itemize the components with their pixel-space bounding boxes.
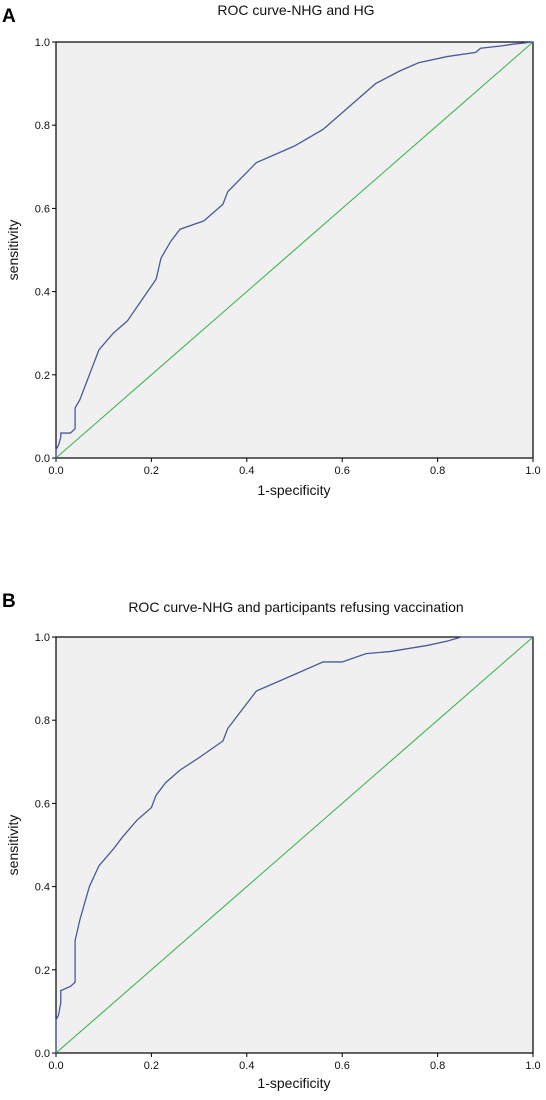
roc-chart-a: A ROC curve-NHG and HG 0.0 0.2 0.4 0.6 0.8 1.… <box>2 2 541 498</box>
x-tick-label: 1.0 <box>525 465 540 477</box>
y-axis-label-b: sensitivity <box>5 815 21 876</box>
y-axis-label-a: sensitivity <box>5 220 21 281</box>
axis-ticks-a: 0.0 0.2 0.4 0.6 0.8 1.0 0.0 0.2 0.4 0.6 0.8 1.0 <box>35 37 541 477</box>
x-tick-label: 0.0 <box>48 465 63 477</box>
x-tick-label: 0.6 <box>335 465 350 477</box>
y-tick-label: 0.0 <box>35 453 50 465</box>
chart-panel-a: A ROC curve-NHG and HG 0.0 0.2 0.4 0.6 0.8 1.… <box>0 0 546 500</box>
y-tick-label: 0.6 <box>35 203 50 215</box>
roc-chart-b: B ROC curve-NHG and participants refusin… <box>2 591 541 1091</box>
x-tick-label: 0.6 <box>335 1060 350 1072</box>
x-tick-label: 0.4 <box>239 1060 254 1072</box>
y-tick-label: 0.2 <box>35 370 50 382</box>
panel-label-a: A <box>2 6 16 27</box>
x-tick-label: 0.8 <box>430 1060 445 1072</box>
roc-curve-line <box>55 41 534 458</box>
chart-title-b: ROC curve-NHG and participants refusing … <box>128 599 463 615</box>
y-tick-label: 1.0 <box>35 632 50 644</box>
y-tick-label: 0.0 <box>35 1048 50 1060</box>
axis-ticks-b: 0.0 0.2 0.4 0.6 0.8 1.0 0.0 0.2 0.4 0.6 0.8 1.0 <box>35 632 541 1072</box>
roc-curve-line <box>55 636 533 1053</box>
panel-label-b: B <box>2 591 16 612</box>
x-tick-label: 0.0 <box>48 1060 63 1072</box>
y-tick-label: 0.2 <box>35 965 50 977</box>
y-tick-label: 0.8 <box>35 120 50 132</box>
y-tick-label: 0.4 <box>35 882 50 894</box>
chart-panel-b: B ROC curve-NHG and participants refusin… <box>0 585 546 1091</box>
plot-lines-a <box>55 41 534 459</box>
x-tick-label: 0.2 <box>144 465 159 477</box>
x-tick-label: 0.4 <box>239 465 254 477</box>
y-tick-label: 0.4 <box>35 287 50 299</box>
y-tick-label: 0.8 <box>35 715 50 727</box>
x-tick-label: 0.8 <box>430 465 445 477</box>
y-tick-label: 1.0 <box>35 37 50 49</box>
x-axis-label-b: 1-specificity <box>257 1075 330 1091</box>
reference-line <box>55 41 534 459</box>
x-axis-label-a: 1-specificity <box>257 482 330 498</box>
reference-line <box>55 636 534 1054</box>
x-tick-label: 1.0 <box>525 1060 540 1072</box>
x-tick-label: 0.2 <box>144 1060 159 1072</box>
y-tick-label: 0.6 <box>35 798 50 810</box>
chart-title-a: ROC curve-NHG and HG <box>217 2 374 18</box>
plot-lines-b <box>55 636 534 1054</box>
